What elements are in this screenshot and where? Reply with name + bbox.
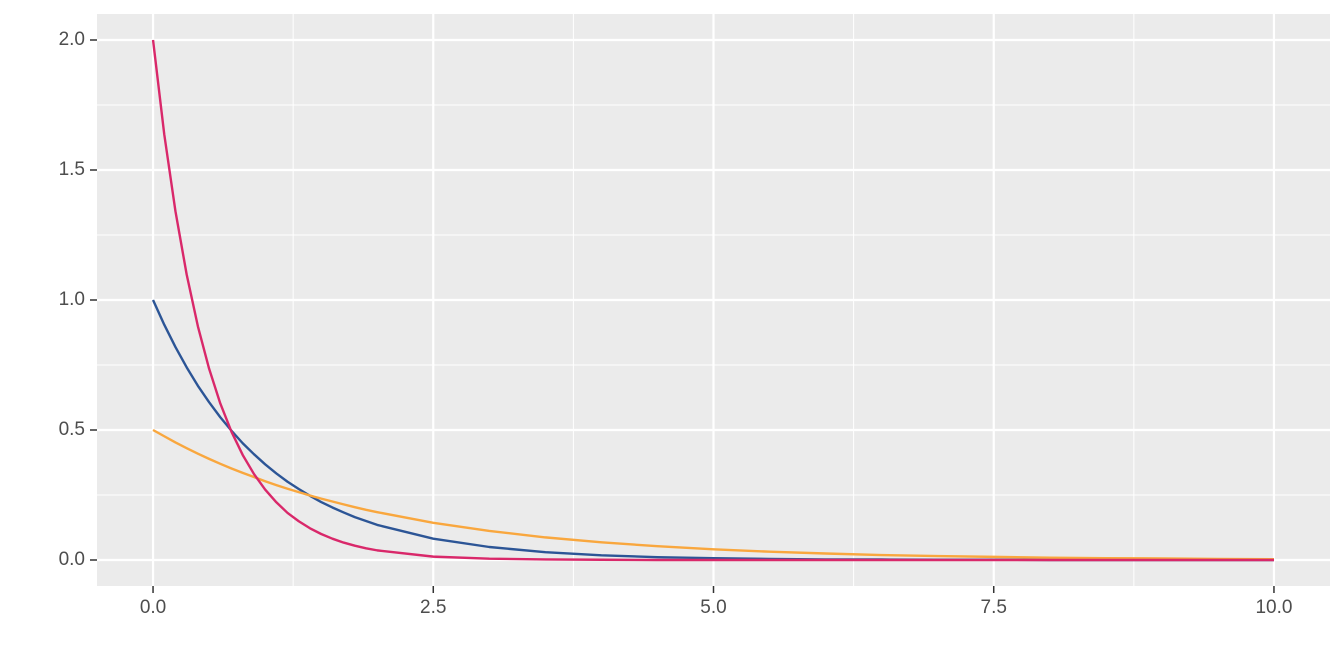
y-tick-label: 0.0 (59, 549, 85, 570)
series-line (151, 39, 1274, 562)
y-tick-label: 2.0 (59, 29, 85, 50)
x-tick-label: 2.5 (420, 597, 446, 618)
y-tick-label: 0.5 (59, 419, 85, 440)
y-tick-label: 1.0 (59, 289, 85, 310)
x-tick-label: 7.5 (981, 597, 1007, 618)
y-tick-label: 1.5 (59, 159, 85, 180)
series-line (152, 428, 1274, 561)
x-tick-label: 5.0 (700, 597, 726, 618)
x-tick-label: 0.0 (140, 597, 166, 618)
x-tick-label: 10.0 (1255, 597, 1292, 618)
